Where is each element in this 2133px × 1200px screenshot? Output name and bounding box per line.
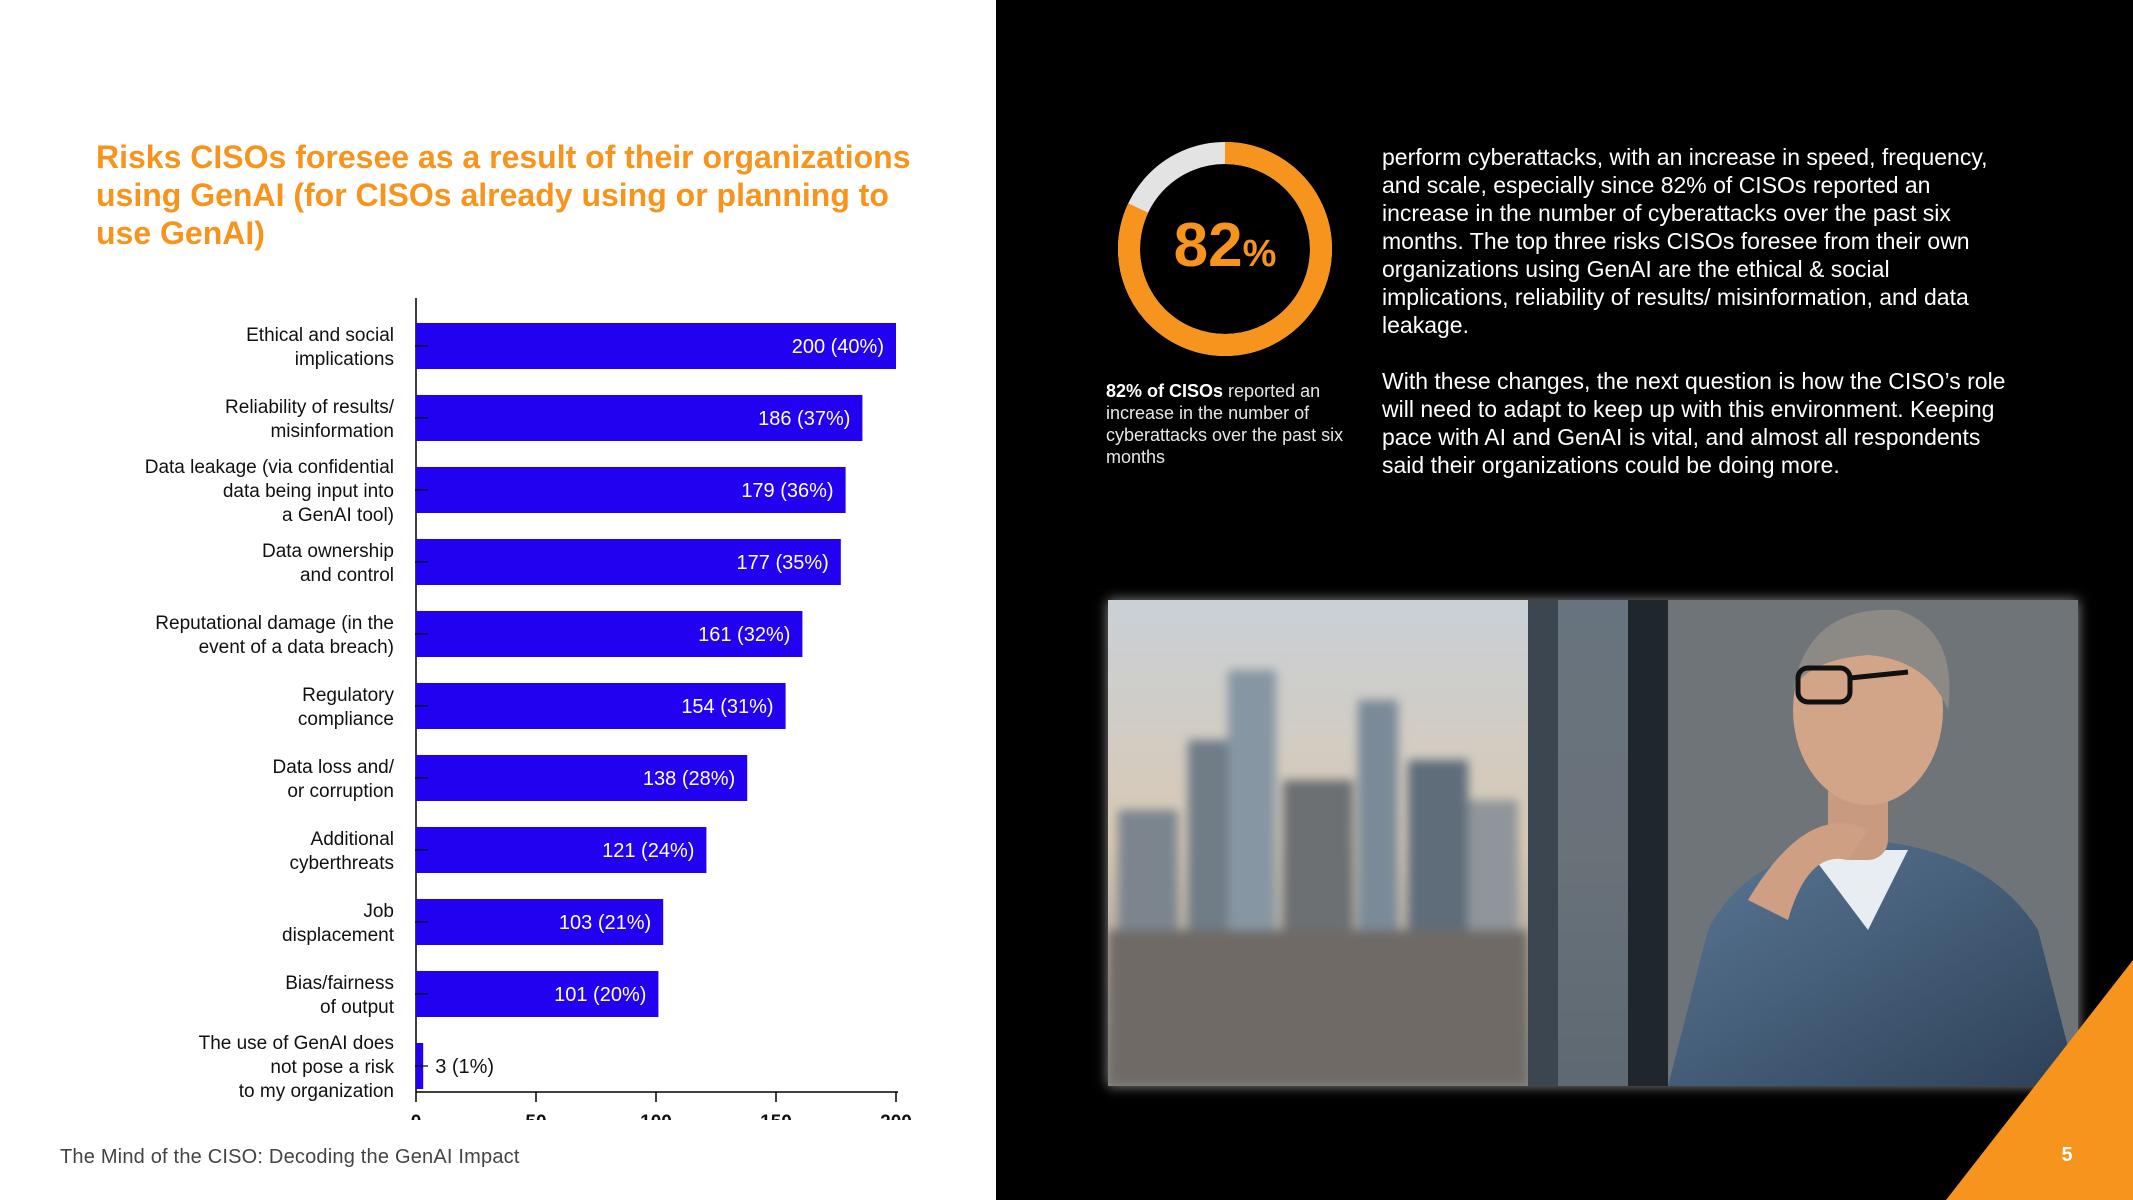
bar-value-label: 179 (36%) (741, 480, 833, 502)
body-text: perform cyberattacks, with an increase i… (1382, 143, 2022, 507)
category-label: Data leakage (via confidential (145, 457, 394, 478)
bar (416, 539, 841, 585)
bar-value-label: 161 (32%) (698, 624, 790, 646)
stat-caption-bold: 82% of CISOs (1106, 381, 1224, 401)
stat-number-value: 82 (1173, 211, 1243, 280)
bar (416, 611, 803, 657)
category-label: not pose a risk (270, 1057, 394, 1078)
bar (416, 323, 896, 369)
bar-value-label: 154 (31%) (681, 696, 773, 718)
category-label: displacement (282, 925, 395, 946)
chart-title: Risks CISOs foresee as a result of their… (96, 139, 911, 251)
body-paragraph-2: With these changes, the next question is… (1382, 368, 2006, 478)
stat-caption-text: reported an increase in the number of cy… (1106, 381, 1344, 467)
category-label: misinformation (270, 421, 394, 442)
bar (416, 971, 659, 1017)
cityscape-photo (1108, 600, 2078, 1086)
category-label: to my organization (239, 1081, 394, 1102)
category-label: Data ownership (262, 541, 394, 562)
category-label: Additional (311, 829, 394, 850)
bar-value-label: 121 (24%) (602, 840, 694, 862)
category-label: Bias/fairness (285, 973, 394, 994)
bar (416, 683, 786, 729)
bar-value-label: 101 (20%) (554, 984, 646, 1006)
x-tick-label: 100 (640, 1112, 672, 1120)
bar (416, 395, 863, 441)
category-label: data being input into (223, 481, 394, 502)
bar-value-label: 177 (35%) (737, 552, 829, 574)
bar (416, 755, 748, 801)
category-label: cyberthreats (289, 853, 394, 874)
category-label: and control (300, 565, 394, 586)
bar (416, 827, 707, 873)
bar-value-label: 138 (28%) (643, 768, 735, 790)
risk-bar-chart: 0 50 100 150 200 200 (40%) Ethical and social i… (145, 298, 912, 1120)
stat-number-unit: % (1242, 233, 1277, 275)
x-tick-label: 200 (880, 1112, 912, 1120)
x-tick-label: 0 (411, 1112, 422, 1120)
left-panel: Risks CISOs foresee as a result of their… (0, 0, 996, 1200)
x-tick-label: 50 (525, 1112, 546, 1120)
bar (416, 467, 846, 513)
category-label: Regulatory (302, 685, 394, 706)
x-tick-label: 150 (760, 1112, 792, 1120)
category-label: a GenAI tool) (282, 505, 394, 526)
stat-caption: 82% of CISOs reported an increase in the… (1106, 380, 1356, 468)
bar-value-label: 186 (37%) (758, 408, 850, 430)
donut-fill (1118, 142, 1332, 356)
body-paragraph-1: perform cyberattacks, with an increase i… (1382, 144, 1988, 338)
page-number: 5 (2061, 1144, 2073, 1166)
category-label: of output (320, 997, 395, 1018)
category-label: Reliability of results/ (225, 397, 395, 418)
category-label: or corruption (287, 781, 394, 802)
stat-donut-chart (1118, 142, 1332, 356)
category-label: Data loss and/ (273, 757, 395, 778)
bar-value-label: 103 (21%) (559, 912, 651, 934)
category-label: Ethical and social (246, 325, 394, 346)
stat-number: 82% (1114, 210, 1336, 290)
bar-value-label: 200 (40%) (792, 336, 884, 358)
category-label: event of a data breach) (199, 637, 394, 658)
category-label: implications (295, 349, 394, 370)
bar-value-label: 3 (1%) (435, 1056, 494, 1078)
category-label: The use of GenAI does (199, 1033, 394, 1054)
footer-title: The Mind of the CISO: Decoding the GenAI… (60, 1146, 520, 1168)
businessman-photo-illustration (1108, 600, 2078, 1086)
bar (416, 899, 664, 945)
category-label: Job (363, 901, 394, 922)
category-label: compliance (298, 709, 394, 730)
category-label: Reputational damage (in the (155, 613, 394, 634)
